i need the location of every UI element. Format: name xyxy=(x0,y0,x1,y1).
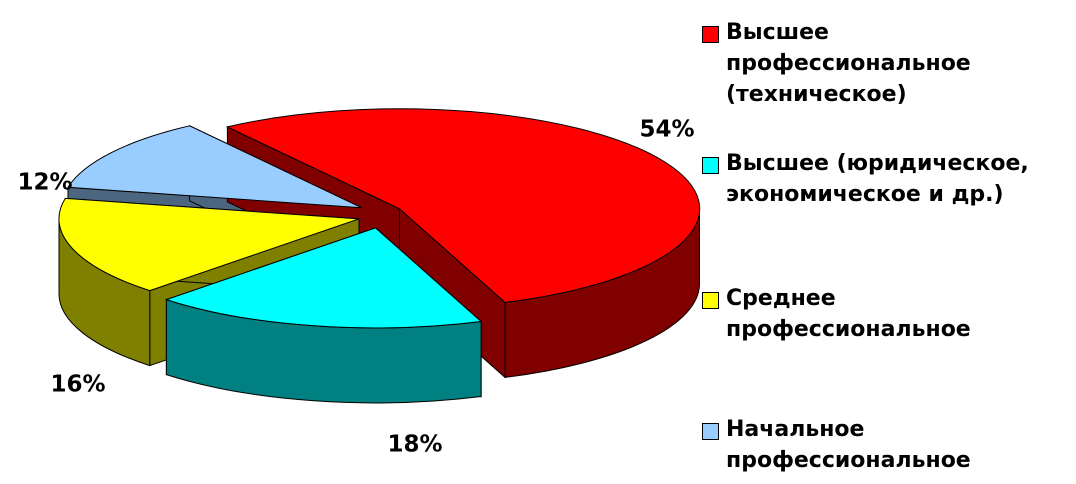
legend-label: Среднее профессиональное xyxy=(726,286,971,342)
data-label: 18% xyxy=(387,432,442,458)
legend-swatch xyxy=(702,423,719,440)
slice xyxy=(58,197,360,292)
legend-item: Начальное профессиональное xyxy=(700,414,1070,476)
legend-swatch xyxy=(702,157,719,174)
legend-item: Высшее (юридическое, экономическое и др.… xyxy=(700,148,1070,210)
legend-label: Высшее профессиональное (техническое) xyxy=(726,20,971,107)
legend-swatch xyxy=(702,26,719,43)
slice xyxy=(67,125,362,209)
data-label: 54% xyxy=(639,117,694,143)
legend-item: Среднее профессиональное xyxy=(700,283,1070,345)
legend-item: Высшее профессиональное (техническое) xyxy=(700,17,1070,110)
slice xyxy=(164,227,483,329)
slice xyxy=(225,108,701,303)
legend-label: Высшее (юридическое, экономическое и др.… xyxy=(726,151,1029,207)
data-label: 12% xyxy=(17,170,72,196)
legend-swatch xyxy=(702,292,719,309)
legend-label: Начальное профессиональное xyxy=(726,417,971,473)
data-label: 16% xyxy=(50,372,105,398)
